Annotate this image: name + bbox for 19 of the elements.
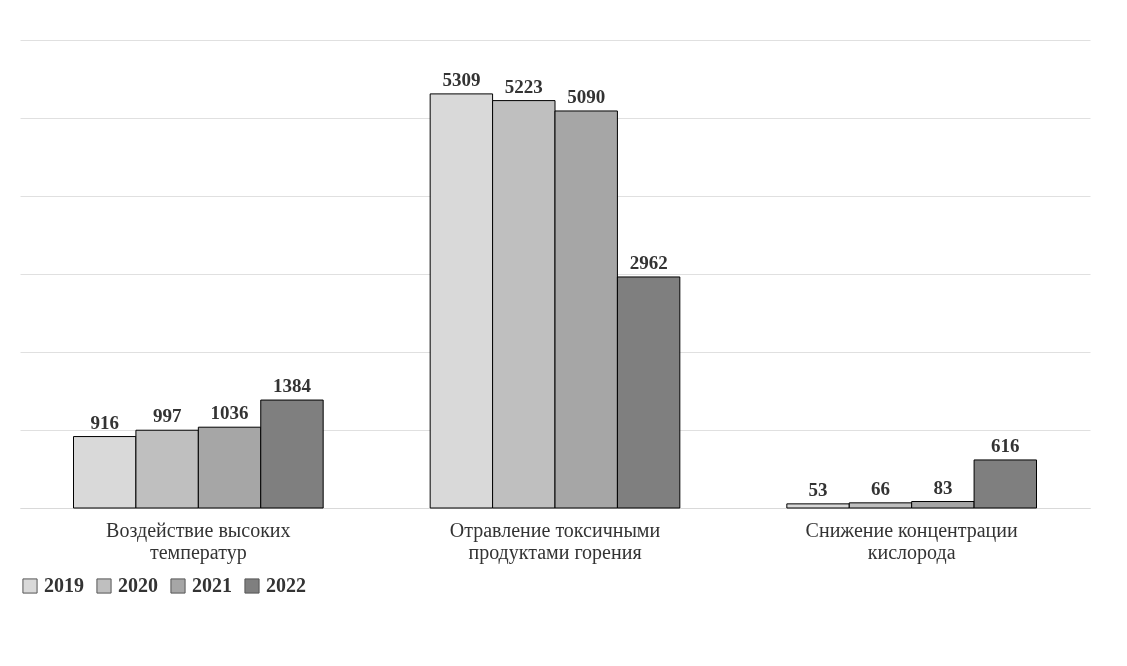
data-label: 5223 [504, 75, 543, 97]
legend-label: 2021 [192, 574, 232, 596]
data-label: 66 [870, 477, 890, 499]
data-label: 1036 [210, 402, 249, 424]
data-label: 83 [933, 476, 953, 498]
data-label: 5090 [567, 85, 606, 107]
data-label: 616 [991, 434, 1020, 456]
x-tick-label: Снижение концентрации кислорода [805, 518, 1019, 564]
x-tick-label: Воздействие высоких температур [106, 518, 291, 564]
data-label: 916 [90, 411, 119, 433]
legend-label: 2022 [266, 574, 306, 596]
legend-label: 2019 [44, 574, 84, 596]
data-label: 1384 [272, 375, 312, 397]
x-tick-label: Отравление токсичными продуктами горения [449, 518, 661, 564]
data-label: 5309 [442, 68, 481, 90]
data-label: 2962 [629, 251, 668, 273]
data-label: 997 [152, 405, 182, 427]
legend-label: 2020 [118, 574, 158, 596]
data-label: 53 [808, 478, 828, 500]
